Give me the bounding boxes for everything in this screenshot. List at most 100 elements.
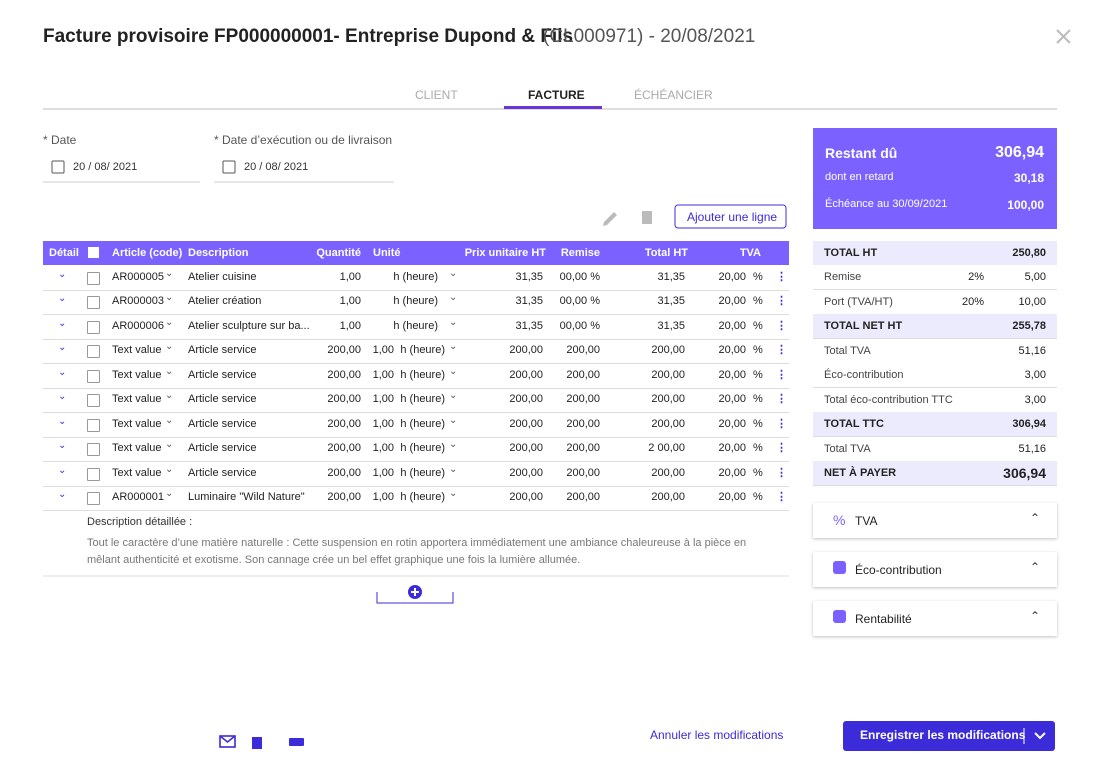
row-checkbox[interactable] [87,443,100,457]
detail-label: Description détaillée : [87,516,193,528]
accordion-panel[interactable] [813,552,1057,587]
field-value[interactable]: 20 / 08/ 2021 [244,161,309,173]
row-checkbox[interactable] [87,418,100,432]
panel-chevron[interactable]: ⌃ [1030,560,1041,574]
table-header [43,241,789,265]
unit: h (heure) [400,442,445,455]
field-label: * Date d’exécution ou de livraison [214,133,393,147]
quantity: 1,00 [339,271,361,283]
unit-chevron[interactable]: ⌄ [449,439,458,451]
edit-icon[interactable] [603,212,617,226]
row-menu[interactable]: ⋮ [776,271,787,283]
expand-icon[interactable]: ⌄ [58,489,67,501]
discount: 00,00 % [559,319,600,332]
row-checkbox[interactable] [87,320,100,334]
accordion-panel[interactable] [813,503,1057,538]
delete-icon[interactable] [642,211,652,224]
unit-chevron[interactable]: ⌄ [449,488,458,500]
expand-icon[interactable]: ⌄ [58,464,67,476]
article-code[interactable]: Text value [112,344,162,357]
total-ht: 200,00 [651,393,685,406]
cancel-link[interactable]: Annuler les modifications [650,728,784,742]
unit-chevron[interactable]: ⌄ [449,268,458,279]
row-checkbox[interactable] [87,394,100,408]
accordion-panel[interactable] [813,601,1057,636]
unit-price: 200,00 [509,344,543,357]
header-checkbox[interactable] [88,247,99,258]
discount: 200,00 [566,344,600,357]
expand-icon[interactable]: ⌄ [58,391,67,403]
row-menu[interactable]: ⋮ [776,393,787,406]
calendar-icon[interactable] [222,160,236,174]
row-menu[interactable]: ⋮ [776,368,787,381]
article-code[interactable]: Text value [112,442,162,455]
calendar-icon[interactable] [51,160,65,174]
expand-icon[interactable]: ⌄ [58,342,67,354]
row-checkbox[interactable] [87,492,100,506]
row-checkbox[interactable] [87,345,100,359]
article-code[interactable]: AR000003 [112,295,164,308]
unit-chevron[interactable]: ⌄ [449,292,458,304]
add-line-button[interactable] [674,204,787,229]
tab[interactable]: CLIENT [415,88,458,102]
row-menu[interactable]: ⋮ [776,466,787,479]
expand-icon[interactable]: ⌄ [58,415,67,427]
tab[interactable]: FACTURE [528,88,585,102]
unit-price: 200,00 [509,368,543,381]
row-checkbox[interactable] [87,467,100,481]
field-label: * Date [43,133,77,147]
row-menu[interactable]: ⋮ [776,417,787,430]
article-code[interactable]: Text value [112,393,162,406]
mail-icon[interactable] [219,735,236,748]
row-menu[interactable]: ⋮ [776,442,787,455]
row-checkbox[interactable] [87,296,100,310]
expand-icon[interactable]: ⌄ [58,269,67,280]
article-code[interactable]: Text value [112,417,162,430]
row-checkbox[interactable] [87,272,100,285]
article-code[interactable]: AR000006 [112,319,164,332]
tva: 20,00 [718,319,746,332]
row-line [43,387,789,389]
column-header: Quantité [316,247,361,259]
expand-icon[interactable]: ⌄ [58,293,67,305]
total-ht: 200,00 [651,368,685,381]
panel-chevron[interactable]: ⌃ [1030,511,1041,525]
tab[interactable]: ÉCHÉANCIER [634,88,713,102]
unit: h (heure) [393,271,438,283]
row-menu[interactable]: ⋮ [776,491,787,504]
delete-icon[interactable] [252,737,262,749]
totals-rate: 2% [968,271,984,284]
expand-icon[interactable]: ⌄ [58,317,67,329]
save-button[interactable] [843,721,1055,751]
article-code[interactable]: Text value [112,368,162,381]
tva: 20,00 [718,442,746,455]
tva: 20,00 [718,271,746,283]
row-checkbox[interactable] [87,369,100,383]
unit-chevron[interactable]: ⌄ [449,390,458,402]
expand-icon[interactable]: ⌄ [58,440,67,452]
totals-rate: 20% [961,295,984,308]
unit-chevron[interactable]: ⌄ [449,463,458,475]
unit-chevron[interactable]: ⌄ [449,341,458,353]
row-menu[interactable]: ⋮ [776,344,787,357]
due-label: Restant dû [825,145,898,161]
code-chevron: ⌄ [165,414,174,426]
unit-chevron[interactable]: ⌄ [449,414,458,426]
print-icon[interactable] [289,738,304,746]
panel-chevron[interactable]: ⌃ [1030,609,1041,623]
article-code[interactable]: AR000005 [112,271,164,283]
unit-chevron[interactable]: ⌄ [449,316,458,328]
row-menu[interactable]: ⋮ [776,295,787,308]
total-ht: 31,35 [657,271,685,283]
dropdown-icon[interactable] [1034,732,1046,740]
unit-chevron[interactable]: ⌄ [449,365,458,377]
close-icon[interactable] [1056,29,1071,44]
article-code[interactable]: AR000001 [112,491,164,504]
field-value[interactable]: 20 / 08/ 2021 [73,161,138,173]
totals-label: Remise [824,271,862,284]
article-code[interactable]: Text value [112,466,162,479]
row-menu[interactable]: ⋮ [776,319,787,332]
expand-icon[interactable]: ⌄ [58,366,67,378]
quantity: 200,00 [327,393,361,406]
discount: 200,00 [566,466,600,479]
